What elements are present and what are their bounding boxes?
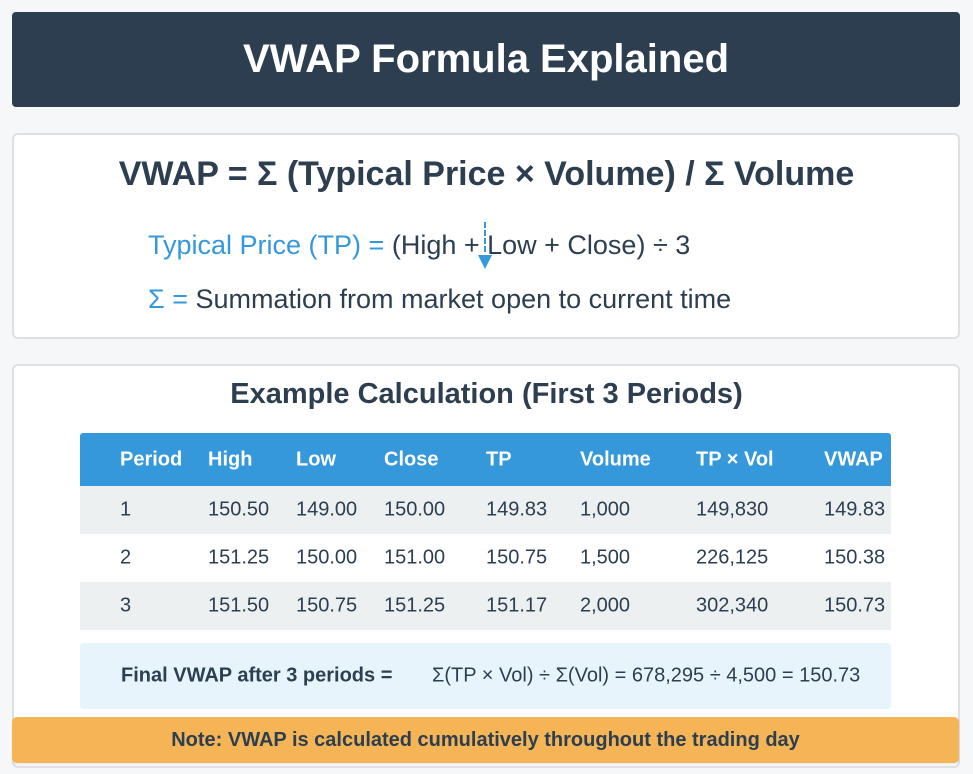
table-cell: 151.17 <box>486 594 548 617</box>
table-cell: 150.50 <box>208 498 270 521</box>
table-cell: 150.38 <box>824 546 886 569</box>
table-row: 3 151.50 150.75 151.25 151.17 2,000 302,340 150… <box>80 582 891 630</box>
table-cell: 150.00 <box>296 546 358 569</box>
tp-definition: Typical Price (TP) = (High + Low + Close… <box>148 230 691 260</box>
table-cell: 149.83 <box>824 498 886 521</box>
column-header: TP <box>486 448 512 470</box>
table-cell: 150.75 <box>486 546 548 569</box>
page-header: VWAP Formula Explained <box>12 12 960 107</box>
table-cell: 1,000 <box>580 498 631 521</box>
table-cell: 151.50 <box>208 594 270 617</box>
column-header: Low <box>296 448 336 470</box>
table-header: Period High Low Close TP Volume TP × Vol VWAP <box>80 433 891 486</box>
table-cell: 3 <box>120 594 132 617</box>
note-banner: Note: VWAP is calculated cumulatively th… <box>12 717 959 763</box>
column-header: Period <box>120 448 183 470</box>
table-cell: 226,125 <box>696 546 769 569</box>
summary-box: Final VWAP after 3 periods = Σ(TP × Vol)… <box>80 643 891 709</box>
table-cell: 1,500 <box>580 546 631 569</box>
table-cell: 2,000 <box>580 594 631 617</box>
table-cell: 151.25 <box>208 546 270 569</box>
formula-card <box>12 133 960 339</box>
table-row: 2 151.25 150.00 151.00 150.75 1,500 226,125 150… <box>80 534 891 582</box>
vwap-formula: VWAP = Σ (Typical Price × Volume) / Σ Vo… <box>118 155 855 193</box>
sigma-definition: Σ = Summation from market open to curren… <box>148 284 732 314</box>
page-title: VWAP Formula Explained <box>242 37 730 81</box>
table-cell: 302,340 <box>696 594 769 617</box>
table-cell: 2 <box>120 546 132 569</box>
summary-label: Final VWAP after 3 periods = <box>121 664 393 687</box>
dashed-arrow-line <box>484 222 488 252</box>
column-header: High <box>208 448 253 470</box>
table-cell: 150.00 <box>384 498 446 521</box>
example-title: Example Calculation (First 3 Periods) <box>230 378 743 410</box>
table-cell: 151.25 <box>384 594 446 617</box>
column-header: TP × Vol <box>696 448 774 470</box>
table-cell: 150.75 <box>296 594 358 617</box>
table-cell: 149,830 <box>696 498 769 521</box>
arrow-down-icon <box>478 255 492 269</box>
summary-value: Σ(TP × Vol) ÷ Σ(Vol) = 678,295 ÷ 4,500 =… <box>432 664 861 687</box>
table-cell: 1 <box>120 498 132 521</box>
table-cell: 149.00 <box>296 498 358 521</box>
table-cell: 151.00 <box>384 546 446 569</box>
table-row: 1 150.50 149.00 150.00 149.83 1,000 149,830 149… <box>80 486 891 534</box>
table-cell: 149.83 <box>486 498 548 521</box>
column-header: Close <box>384 448 439 470</box>
column-header: VWAP <box>824 448 883 470</box>
table-cell: 150.73 <box>824 594 886 617</box>
column-header: Volume <box>580 448 651 470</box>
